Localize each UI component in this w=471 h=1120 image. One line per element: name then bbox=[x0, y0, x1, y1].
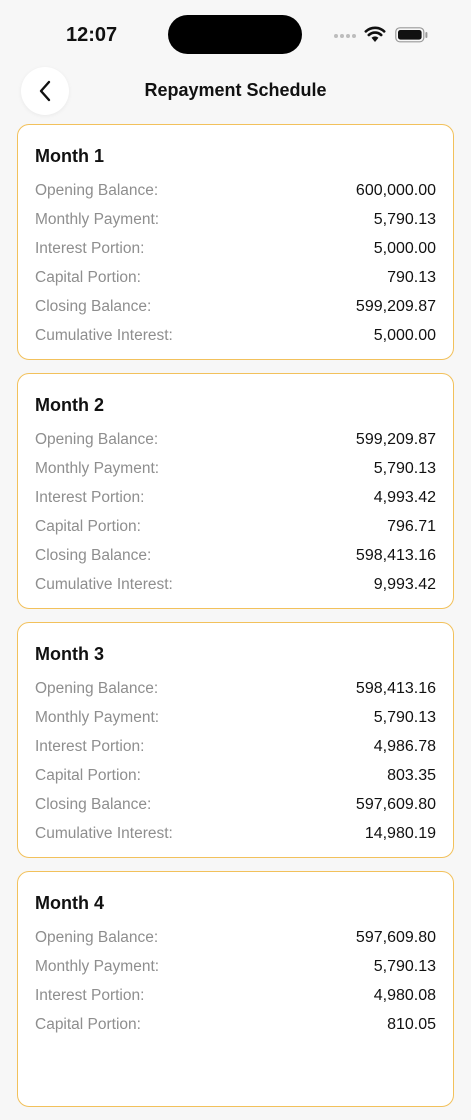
wifi-icon bbox=[364, 26, 386, 42]
capital-portion-value: 803.35 bbox=[387, 766, 436, 784]
opening-balance-label: Opening Balance: bbox=[35, 430, 159, 448]
opening-balance-label: Opening Balance: bbox=[35, 679, 159, 697]
monthly-payment-label: Monthly Payment: bbox=[35, 459, 160, 477]
month-title: Month 1 bbox=[35, 146, 104, 166]
opening-balance-value: 598,413.16 bbox=[355, 679, 436, 697]
closing-balance-value: 599,209.87 bbox=[355, 297, 436, 315]
interest-portion-label: Interest Portion: bbox=[35, 737, 145, 755]
capital-portion-label: Capital Portion: bbox=[35, 766, 141, 784]
opening-balance-row: Opening Balance: 597,609.80 bbox=[35, 923, 436, 952]
chevron-left-icon bbox=[39, 80, 51, 102]
dynamic-island bbox=[168, 15, 302, 54]
monthly-payment-label: Monthly Payment: bbox=[35, 957, 160, 975]
monthly-payment-label: Monthly Payment: bbox=[35, 708, 160, 726]
page-title: Repayment Schedule bbox=[144, 80, 327, 100]
schedule-list: Month 1 Opening Balance: 600,000.00 Mont… bbox=[17, 124, 454, 1120]
closing-balance-value: 598,413.16 bbox=[355, 546, 436, 564]
status-bar: 12:07 bbox=[0, 0, 471, 60]
interest-portion-label: Interest Portion: bbox=[35, 239, 145, 257]
monthly-payment-row: Monthly Payment: 5,790.13 bbox=[35, 205, 436, 234]
interest-portion-label: Interest Portion: bbox=[35, 488, 145, 506]
nav-bar: Repayment Schedule bbox=[0, 64, 471, 118]
closing-balance-row: Closing Balance: 599,209.87 bbox=[35, 292, 436, 321]
capital-portion-value: 810.05 bbox=[387, 1015, 436, 1033]
cumulative-interest-label: Cumulative Interest: bbox=[35, 575, 173, 593]
closing-balance-label: Closing Balance: bbox=[35, 546, 152, 564]
opening-balance-value: 597,609.80 bbox=[355, 928, 436, 946]
opening-balance-value: 599,209.87 bbox=[355, 430, 436, 448]
battery-icon bbox=[395, 27, 428, 43]
cumulative-interest-label: Cumulative Interest: bbox=[35, 326, 173, 344]
month-card: Month 3 Opening Balance: 598,413.16 Mont… bbox=[17, 622, 454, 858]
closing-balance-row: Closing Balance: 597,609.80 bbox=[35, 790, 436, 819]
cumulative-interest-value: 14,980.19 bbox=[364, 824, 436, 842]
capital-portion-row: Capital Portion: 803.35 bbox=[35, 761, 436, 790]
capital-portion-label: Capital Portion: bbox=[35, 517, 141, 535]
capital-portion-row: Capital Portion: 796.71 bbox=[35, 512, 436, 541]
monthly-payment-value: 5,790.13 bbox=[373, 459, 436, 477]
capital-portion-label: Capital Portion: bbox=[35, 1015, 141, 1033]
opening-balance-value: 600,000.00 bbox=[355, 181, 436, 199]
capital-portion-label: Capital Portion: bbox=[35, 268, 141, 286]
month-card: Month 2 Opening Balance: 599,209.87 Mont… bbox=[17, 373, 454, 609]
cumulative-interest-row: Cumulative Interest: 9,993.42 bbox=[35, 570, 436, 599]
monthly-payment-row: Monthly Payment: 5,790.13 bbox=[35, 454, 436, 483]
opening-balance-label: Opening Balance: bbox=[35, 928, 159, 946]
closing-balance-row: Closing Balance: 598,413.16 bbox=[35, 541, 436, 570]
capital-portion-value: 796.71 bbox=[387, 517, 436, 535]
monthly-payment-row: Monthly Payment: 5,790.13 bbox=[35, 952, 436, 981]
interest-portion-value: 4,980.08 bbox=[373, 986, 436, 1004]
capital-portion-row: Capital Portion: 810.05 bbox=[35, 1010, 436, 1039]
status-time: 12:07 bbox=[66, 24, 118, 46]
interest-portion-row: Interest Portion: 4,986.78 bbox=[35, 732, 436, 761]
opening-balance-row: Opening Balance: 599,209.87 bbox=[35, 425, 436, 454]
cumulative-interest-row: Cumulative Interest: 14,980.19 bbox=[35, 819, 436, 848]
closing-balance-label: Closing Balance: bbox=[35, 795, 152, 813]
closing-balance-value: 597,609.80 bbox=[355, 795, 436, 813]
monthly-payment-value: 5,790.13 bbox=[373, 957, 436, 975]
interest-portion-value: 4,986.78 bbox=[373, 737, 436, 755]
monthly-payment-value: 5,790.13 bbox=[373, 708, 436, 726]
monthly-payment-row: Monthly Payment: 5,790.13 bbox=[35, 703, 436, 732]
closing-balance-label: Closing Balance: bbox=[35, 297, 152, 315]
cellular-signal-icon bbox=[334, 34, 356, 38]
capital-portion-row: Capital Portion: 790.13 bbox=[35, 263, 436, 292]
cumulative-interest-label: Cumulative Interest: bbox=[35, 824, 173, 842]
cumulative-interest-row: Cumulative Interest: 5,000.00 bbox=[35, 321, 436, 350]
interest-portion-value: 5,000.00 bbox=[373, 239, 436, 257]
cumulative-interest-value: 5,000.00 bbox=[373, 326, 436, 344]
cumulative-interest-value: 9,993.42 bbox=[373, 575, 436, 593]
interest-portion-row: Interest Portion: 4,993.42 bbox=[35, 483, 436, 512]
opening-balance-label: Opening Balance: bbox=[35, 181, 159, 199]
capital-portion-value: 790.13 bbox=[387, 268, 436, 286]
month-title: Month 3 bbox=[35, 644, 104, 664]
month-card: Month 4 Opening Balance: 597,609.80 Mont… bbox=[17, 871, 454, 1107]
back-button[interactable] bbox=[21, 67, 69, 115]
month-title: Month 4 bbox=[35, 893, 104, 913]
month-card: Month 1 Opening Balance: 600,000.00 Mont… bbox=[17, 124, 454, 360]
monthly-payment-label: Monthly Payment: bbox=[35, 210, 160, 228]
interest-portion-value: 4,993.42 bbox=[373, 488, 436, 506]
monthly-payment-value: 5,790.13 bbox=[373, 210, 436, 228]
opening-balance-row: Opening Balance: 600,000.00 bbox=[35, 176, 436, 205]
opening-balance-row: Opening Balance: 598,413.16 bbox=[35, 674, 436, 703]
interest-portion-row: Interest Portion: 4,980.08 bbox=[35, 981, 436, 1010]
interest-portion-row: Interest Portion: 5,000.00 bbox=[35, 234, 436, 263]
month-title: Month 2 bbox=[35, 395, 104, 415]
interest-portion-label: Interest Portion: bbox=[35, 986, 145, 1004]
